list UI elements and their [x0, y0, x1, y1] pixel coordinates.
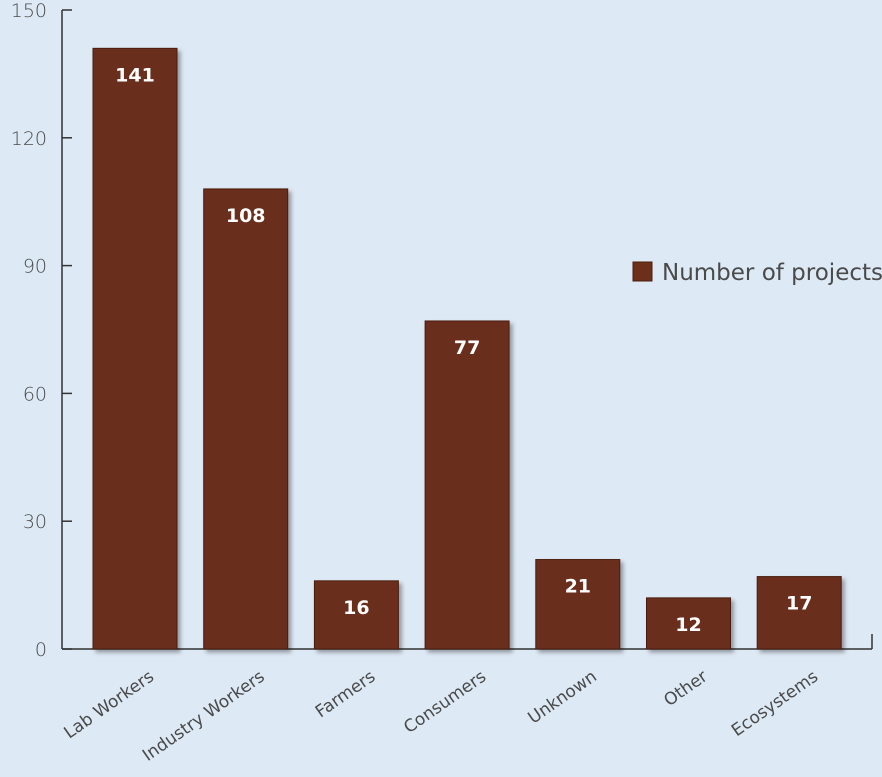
bars: 141 108 16 77 21 12 17	[92, 47, 842, 650]
bar-lab-workers	[92, 47, 178, 650]
x-category-label: Other	[660, 667, 711, 711]
y-tick-label: 60	[23, 383, 47, 405]
bar-value-label: 77	[454, 337, 480, 359]
y-tick-label: 120	[11, 128, 47, 150]
bar-value-label: 17	[786, 593, 812, 615]
bar-unknown	[535, 559, 621, 650]
bar-value-label: 21	[565, 576, 591, 598]
bar-value-label: 108	[226, 205, 266, 227]
y-tick-label: 0	[35, 639, 47, 661]
y-axis: 0 30 60 90 120 150	[11, 0, 72, 661]
bar-farmers	[313, 580, 399, 650]
legend-swatch	[632, 261, 653, 282]
bar-industry-workers	[203, 188, 289, 650]
y-tick-label: 150	[11, 0, 47, 22]
legend-label: Number of projects	[662, 260, 882, 286]
bar-value-label: 141	[115, 64, 155, 86]
x-category-label: Industry Workers	[139, 667, 269, 766]
x-category-label: Unknown	[525, 667, 601, 729]
x-category-label: Ecosystems	[728, 667, 822, 741]
bar-consumers	[424, 320, 510, 650]
bar-value-label: 12	[675, 614, 701, 636]
x-category-label: Farmers	[312, 667, 379, 723]
x-category-label: Lab Workers	[61, 667, 158, 744]
bar-value-label: 16	[343, 597, 369, 619]
bar-other	[646, 597, 731, 650]
y-tick-label: 90	[23, 256, 47, 278]
bar-ecosystems	[756, 576, 842, 650]
y-tick-label: 30	[23, 511, 47, 533]
x-category-label: Consumers	[400, 667, 490, 738]
legend: Number of projects	[632, 260, 882, 286]
